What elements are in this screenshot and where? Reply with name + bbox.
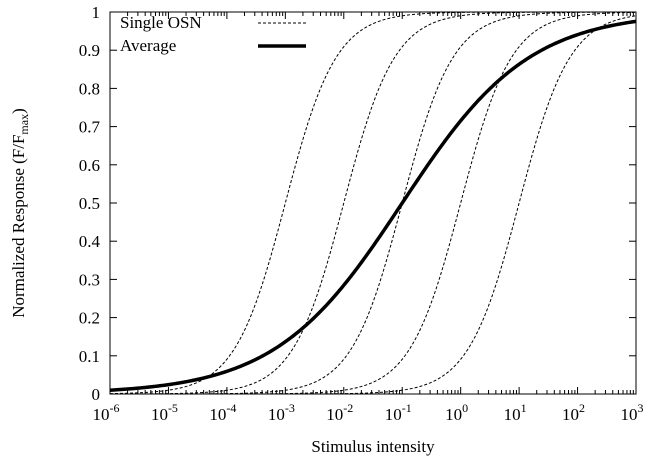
y-tick-label: 0.4 xyxy=(79,232,101,251)
y-tick-label: 0.5 xyxy=(79,194,100,213)
y-tick-label: 0.6 xyxy=(79,156,100,175)
x-tick-label: 103 xyxy=(621,401,644,424)
plot-frame xyxy=(109,11,637,395)
x-tick-label: 100 xyxy=(445,401,468,424)
y-tick-label: 0.1 xyxy=(79,347,100,366)
y-axis-title: Normalized Response (F/Fmax) xyxy=(9,108,31,318)
y-tick-label: 1 xyxy=(92,3,101,22)
x-tick-label: 102 xyxy=(562,401,585,424)
y-tick-label: 0.3 xyxy=(79,270,100,289)
x-axis: 10-6 10-5 10-4 10-3 10-2 10-1 100 101 102 103 xyxy=(93,12,644,424)
average-curve xyxy=(109,19,637,392)
y-axis: 0 0.1 0.2 0.3 0.4 0.5 0.6 0.7 0.8 0.9 1 xyxy=(79,3,636,404)
x-tick-label: 10-6 xyxy=(93,401,120,424)
single-osn-curve-5 xyxy=(110,15,637,395)
legend: Single OSN Average xyxy=(120,13,306,55)
x-tick-label: 10-1 xyxy=(385,401,412,424)
x-axis-title: Stimulus intensity xyxy=(311,437,435,456)
legend-label-single-osn: Single OSN xyxy=(120,13,202,32)
y-tick-label: 0 xyxy=(92,385,101,404)
single-osn-curve-3 xyxy=(110,11,636,395)
y-tick-label: 0.2 xyxy=(79,309,100,328)
x-tick-label: 10-4 xyxy=(209,401,236,424)
x-tick-label: 10-3 xyxy=(268,401,295,424)
curves-layer xyxy=(109,11,637,395)
y-axis-title-sub: max xyxy=(17,114,31,135)
single-osn-curve-2 xyxy=(110,11,636,395)
x-tick-label: 101 xyxy=(504,401,527,424)
single-osn-curve-4 xyxy=(110,11,637,395)
legend-label-average: Average xyxy=(120,36,176,55)
x-tick-label: 10-5 xyxy=(151,401,178,424)
y-axis-title-main: Normalized Response (F/F xyxy=(9,135,28,318)
y-tick-label: 0.9 xyxy=(79,41,100,60)
y-axis-title-close: ) xyxy=(9,108,28,114)
y-tick-label: 0.8 xyxy=(79,79,100,98)
y-tick-label: 0.7 xyxy=(79,118,101,137)
single-osn-curve-1 xyxy=(109,11,636,395)
x-tick-label: 10-2 xyxy=(326,401,353,424)
